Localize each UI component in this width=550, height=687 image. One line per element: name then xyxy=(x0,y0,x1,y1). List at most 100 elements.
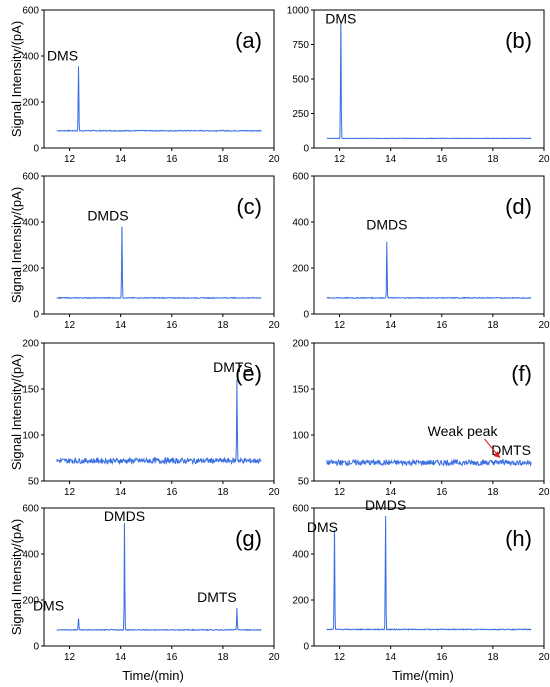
chromatogram-trace xyxy=(326,21,532,140)
x-tick-label: 14 xyxy=(115,154,127,165)
plot-frame xyxy=(43,507,275,647)
panel-letter: (g) xyxy=(235,526,262,551)
x-tick-label: 18 xyxy=(217,154,229,165)
y-tick-label: 600 xyxy=(22,6,39,17)
peak-label: DMS xyxy=(325,11,356,27)
x-tick-label: 16 xyxy=(436,652,448,663)
chromatogram-trace xyxy=(56,522,262,632)
y-tick-label: 200 xyxy=(22,264,39,275)
y-axis-title-row-1: Signal Intensity/(pA) xyxy=(9,21,24,137)
x-tick-label: 14 xyxy=(385,487,397,498)
y-tick-label: 600 xyxy=(22,172,39,183)
peak-label: DMS xyxy=(33,597,64,613)
panel-letter: (f) xyxy=(511,361,532,386)
y-tick-label: 200 xyxy=(292,596,309,607)
y-tick-label: 200 xyxy=(292,339,309,350)
x-tick-label: 20 xyxy=(268,652,280,663)
y-tick-label: 200 xyxy=(22,596,39,607)
x-tick-label: 14 xyxy=(385,652,397,663)
y-tick-label: 600 xyxy=(292,172,309,183)
x-tick-label: 16 xyxy=(166,154,178,165)
y-tick-label: 500 xyxy=(292,75,309,86)
annotation-label: Weak peak xyxy=(428,423,499,439)
x-tick-label: 20 xyxy=(538,320,550,331)
panel-b: 12 14 16 18 20 0 250 500 750 1000 DMS (b) xyxy=(287,6,550,166)
y-tick-label: 250 xyxy=(292,109,309,120)
chromatogram-trace xyxy=(326,241,532,300)
y-tick-label: 50 xyxy=(28,477,40,488)
x-tick-label: 14 xyxy=(115,320,127,331)
x-tick-label: 12 xyxy=(334,487,346,498)
x-tick-label: 12 xyxy=(334,154,346,165)
chromatogram-trace xyxy=(56,66,262,132)
y-tick-label: 0 xyxy=(33,642,39,653)
panel-letter: (e) xyxy=(235,361,262,386)
peak-label: DMTS xyxy=(213,359,253,375)
y-tick-label: 600 xyxy=(22,504,39,515)
x-tick-label: 14 xyxy=(115,487,127,498)
x-tick-label: 18 xyxy=(487,487,499,498)
x-tick-label: 20 xyxy=(538,652,550,663)
plot-frame xyxy=(43,342,275,482)
x-tick-label: 12 xyxy=(64,652,76,663)
y-tick-label: 400 xyxy=(22,550,39,561)
x-tick-label: 12 xyxy=(334,320,346,331)
panel-letter: (h) xyxy=(505,526,532,551)
chromatogram-trace xyxy=(56,379,262,466)
y-tick-label: 400 xyxy=(292,550,309,561)
y-tick-label: 100 xyxy=(292,431,309,442)
x-tick-label: 12 xyxy=(64,487,76,498)
x-tick-label: 20 xyxy=(268,487,280,498)
x-tick-label: 16 xyxy=(436,487,448,498)
plot-frame xyxy=(43,175,275,315)
annotation-arrow xyxy=(484,438,498,456)
panel-letter: (c) xyxy=(236,194,262,219)
chromatogram-trace xyxy=(326,458,532,468)
x-axis-title-right: Time/(min) xyxy=(392,668,454,683)
y-tick-label: 0 xyxy=(303,144,309,155)
x-tick-label: 18 xyxy=(217,487,229,498)
plot-frame xyxy=(313,507,545,647)
peak-label: DMDS xyxy=(104,508,145,524)
y-tick-label: 150 xyxy=(292,385,309,396)
x-tick-label: 18 xyxy=(487,154,499,165)
chromatogram-trace xyxy=(56,226,262,300)
y-axis-title-row-3: Signal Intensity/(pA) xyxy=(9,354,24,470)
y-axis-title-row-2: Signal Intensity/(pA) xyxy=(9,187,24,303)
x-tick-label: 20 xyxy=(538,487,550,498)
y-tick-label: 400 xyxy=(22,52,39,63)
y-tick-label: 0 xyxy=(303,310,309,321)
panel-letter: (a) xyxy=(235,28,262,53)
peak-label: DMDS xyxy=(366,217,407,233)
annotation-arrowhead xyxy=(493,451,501,458)
plot-frame xyxy=(313,342,545,482)
y-tick-label: 0 xyxy=(303,642,309,653)
chromatogram-trace xyxy=(326,515,532,631)
y-tick-label: 1000 xyxy=(287,6,310,17)
x-tick-label: 18 xyxy=(217,320,229,331)
x-tick-label: 12 xyxy=(64,320,76,331)
panel-letter: (d) xyxy=(505,194,532,219)
plot-frame xyxy=(43,9,275,149)
y-tick-label: 750 xyxy=(292,40,309,51)
x-tick-label: 16 xyxy=(166,487,178,498)
x-tick-label: 12 xyxy=(334,652,346,663)
y-tick-label: 50 xyxy=(298,477,310,488)
x-axis-title-left: Time/(min) xyxy=(122,668,184,683)
x-tick-label: 12 xyxy=(64,154,76,165)
peak-label: DMDS xyxy=(87,208,128,224)
panel-letter: (b) xyxy=(505,28,532,53)
panel-e: 12 14 16 18 20 50 100 150 200 DMTS(e) xyxy=(22,339,280,499)
x-tick-label: 16 xyxy=(436,154,448,165)
y-tick-label: 200 xyxy=(22,98,39,109)
y-tick-label: 400 xyxy=(22,218,39,229)
y-tick-label: 0 xyxy=(33,144,39,155)
x-tick-label: 18 xyxy=(217,652,229,663)
x-tick-label: 18 xyxy=(487,320,499,331)
